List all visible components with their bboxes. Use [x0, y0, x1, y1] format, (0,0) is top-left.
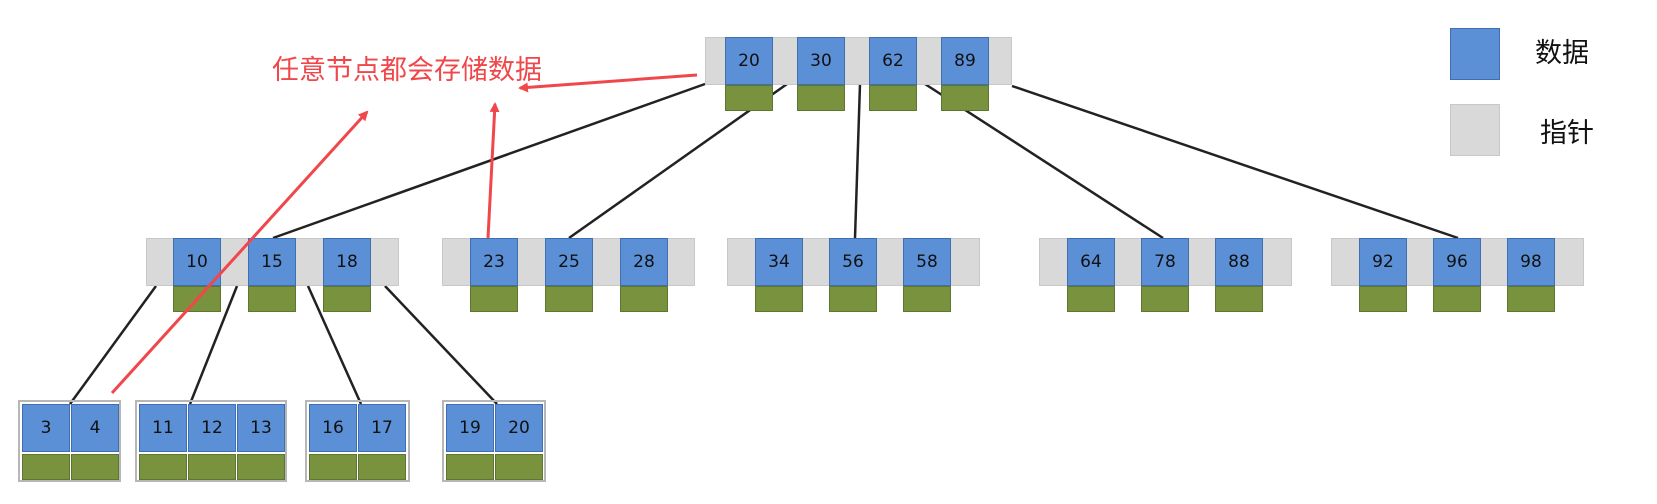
leaf-node-1-key: 3	[22, 404, 70, 452]
root-node-data-block	[797, 85, 845, 111]
internal-node-5-key: 92	[1359, 238, 1407, 286]
internal-node-2-key: 28	[620, 238, 668, 286]
internal-node-2-data-block	[545, 286, 593, 312]
leaf-node-3-data-block	[309, 454, 357, 480]
internal-node-3-key: 58	[903, 238, 951, 286]
leaf-node-3-key: 16	[309, 404, 357, 452]
internal-node-3-data-block	[829, 286, 877, 312]
leaf-node-4-frame	[442, 400, 546, 482]
internal-node-1-key: 15	[248, 238, 296, 286]
root-node-data-block	[725, 85, 773, 111]
internal-node-2-data-block	[470, 286, 518, 312]
tree-edge	[188, 285, 239, 405]
leaf-node-1-data-block	[22, 454, 70, 480]
leaf-node-1-data-block	[71, 454, 119, 480]
internal-node-5-data-block	[1507, 286, 1555, 312]
tree-edge	[306, 285, 363, 405]
internal-node-2-key: 23	[470, 238, 518, 286]
internal-node-1-key: 18	[323, 238, 371, 286]
leaf-node-2-frame	[135, 400, 287, 482]
leaf-node-2-data-block	[237, 454, 285, 480]
tree-edge	[384, 285, 498, 405]
tree-edge	[68, 285, 158, 405]
internal-node-5-data-block	[1433, 286, 1481, 312]
root-node-key: 20	[725, 37, 773, 85]
leaf-node-1-key: 4	[71, 404, 119, 452]
root-node-data-block	[941, 85, 989, 111]
internal-node-4-data-block	[1215, 286, 1263, 312]
internal-node-4-data-block	[1141, 286, 1189, 312]
leaf-node-2-key: 13	[237, 404, 285, 452]
internal-node-3-data-block	[903, 286, 951, 312]
internal-node-3-key: 56	[829, 238, 877, 286]
root-node-key: 62	[869, 37, 917, 85]
leaf-node-4-key: 20	[495, 404, 543, 452]
tree-edge	[853, 83, 862, 239]
annotation-arrow	[110, 110, 369, 395]
internal-node-1-data-block	[323, 286, 371, 312]
leaf-node-2-key: 11	[139, 404, 187, 452]
legend-data-swatch	[1450, 28, 1500, 80]
internal-node-4-key: 64	[1067, 238, 1115, 286]
annotation-arrow	[518, 73, 698, 93]
internal-node-1-data-block	[248, 286, 296, 312]
internal-node-1-key: 10	[173, 238, 221, 286]
internal-node-5-data-block	[1359, 286, 1407, 312]
internal-node-4-data-block	[1067, 286, 1115, 312]
leaf-node-1-frame	[18, 400, 121, 482]
internal-node-2-data-block	[620, 286, 668, 312]
root-node-data-block	[869, 85, 917, 111]
legend-data-label: 数据	[1535, 38, 1589, 69]
leaf-node-2-data-block	[139, 454, 187, 480]
internal-node-5-key: 96	[1433, 238, 1481, 286]
internal-node-3-key: 34	[755, 238, 803, 286]
root-node-key: 89	[941, 37, 989, 85]
tree-edge	[272, 82, 706, 240]
annotation-arrow	[486, 102, 500, 239]
internal-node-5-key: 98	[1507, 238, 1555, 286]
leaf-node-2-data-block	[188, 454, 236, 480]
tree-edge	[1011, 84, 1459, 240]
leaf-node-4-key: 19	[446, 404, 494, 452]
leaf-node-3-data-block	[358, 454, 406, 480]
root-node-key: 30	[797, 37, 845, 85]
internal-node-3-data-block	[755, 286, 803, 312]
leaf-node-2-key: 12	[188, 404, 236, 452]
internal-node-2-key: 25	[545, 238, 593, 286]
leaf-node-3-key: 17	[358, 404, 406, 452]
legend-pointer-swatch	[1450, 104, 1500, 156]
internal-node-4-key: 88	[1215, 238, 1263, 286]
annotation-text: 任意节点都会存储数据	[272, 55, 542, 86]
leaf-node-4-data-block	[495, 454, 543, 480]
legend-pointer-label: 指针	[1540, 118, 1594, 149]
leaf-node-4-data-block	[446, 454, 494, 480]
leaf-node-3-frame	[305, 400, 410, 482]
internal-node-4-key: 78	[1141, 238, 1189, 286]
